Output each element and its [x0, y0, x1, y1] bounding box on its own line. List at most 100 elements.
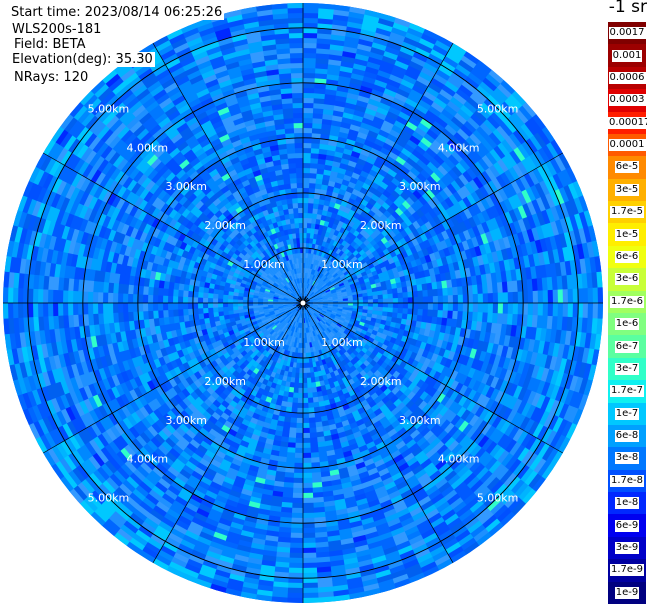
range-gate-cell [348, 280, 355, 286]
range-gate-cell [458, 84, 474, 98]
range-gate-cell [295, 432, 303, 439]
range-gate-cell [334, 274, 340, 280]
range-gate-cell [303, 227, 308, 234]
range-gate-cell [454, 269, 462, 280]
range-gate-cell [321, 230, 327, 237]
range-gate-cell [295, 437, 303, 444]
range-gate-cell [372, 83, 387, 94]
range-gate-cell [303, 137, 312, 144]
range-gate-cell [397, 297, 404, 304]
range-gate-cell [440, 239, 449, 250]
range-gate-cell [302, 392, 308, 399]
range-gate-cell [567, 182, 580, 200]
range-gate-cell [539, 238, 549, 253]
range-gate-cell [597, 287, 603, 304]
range-gate-cell [383, 275, 391, 282]
range-gate-cell [304, 292, 306, 299]
range-gate-cell [354, 104, 367, 113]
range-gate-cell [449, 235, 458, 246]
range-gate-cell [561, 275, 569, 290]
range-gate-cell [423, 132, 436, 144]
range-gate-cell [532, 113, 547, 131]
range-gate-cell [412, 220, 421, 230]
range-gate-cell [463, 207, 473, 220]
range-gate-cell [521, 158, 534, 174]
range-gate-cell [318, 224, 324, 231]
range-gate-cell [391, 189, 401, 200]
range-gate-cell [328, 201, 336, 208]
range-gate-cell [382, 189, 392, 199]
range-gate-cell [387, 238, 396, 246]
range-gate-cell [558, 152, 572, 170]
range-gate-cell [302, 357, 307, 364]
range-gate-cell [373, 201, 383, 210]
range-gate-cell [534, 182, 546, 198]
range-gate-cell [502, 292, 509, 304]
range-gate-cell [340, 275, 347, 281]
range-gate-cell [368, 168, 379, 178]
range-gate-cell [342, 295, 349, 299]
range-gate-cell [381, 201, 391, 211]
range-gate-cell [413, 107, 427, 119]
range-gate-cell [400, 106, 414, 118]
range-gate-cell [334, 284, 341, 289]
range-gate-cell [365, 134, 377, 144]
range-gate-cell [389, 278, 397, 285]
range-gate-cell [452, 286, 459, 296]
range-gate-cell [416, 172, 428, 184]
range-gate-cell [347, 292, 353, 297]
range-gate-cell [322, 295, 328, 298]
range-gate-cell [318, 266, 324, 273]
range-gate-cell [415, 277, 423, 286]
range-gate-cell [541, 126, 556, 143]
range-gate-cell [347, 303, 354, 306]
range-gate-cell [302, 377, 308, 384]
range-gate-cell [393, 119, 407, 130]
range-gate-cell [289, 547, 303, 554]
range-gate-cell [347, 87, 361, 96]
range-gate-cell [485, 151, 498, 166]
range-gate-cell [393, 271, 401, 279]
range-gate-cell [314, 275, 319, 282]
range-gate-cell [343, 262, 351, 269]
range-gate-cell [406, 27, 424, 39]
range-gate-cell [347, 267, 354, 274]
range-gate-cell [316, 173, 324, 180]
range-gate-cell [303, 157, 311, 164]
range-gate-cell [521, 279, 529, 292]
range-gate-cell [414, 243, 423, 253]
range-gate-cell [376, 22, 394, 33]
range-gate-cell [312, 107, 324, 115]
range-gate-cell [532, 167, 545, 184]
range-gate-cell [350, 72, 365, 81]
range-gate-cell [426, 175, 438, 187]
range-gate-cell [352, 275, 359, 281]
range-gate-cell [425, 275, 432, 284]
range-gate-cell [311, 295, 318, 299]
range-gate-cell [327, 298, 334, 301]
range-gate-cell [405, 196, 416, 207]
range-gate-cell [495, 271, 503, 284]
range-gate-cell [294, 452, 303, 459]
range-gate-cell [317, 22, 333, 30]
range-gate-cell [333, 246, 339, 253]
range-gate-cell [433, 73, 449, 86]
range-gate-cell [411, 84, 427, 96]
range-gate-cell [473, 161, 486, 175]
range-gate-cell [493, 239, 502, 252]
range-gate-cell [537, 147, 551, 164]
range-gate-cell [292, 392, 299, 399]
range-gate-cell [327, 180, 336, 188]
range-gate-cell [532, 303, 539, 316]
range-gate-cell [329, 269, 336, 275]
range-gate-cell [462, 285, 469, 295]
range-gate-cell [352, 300, 359, 304]
range-gate-cell [401, 200, 412, 210]
range-gate-cell [295, 442, 303, 449]
range-gate-cell [401, 286, 408, 293]
range-gate-cell [556, 171, 569, 188]
range-gate-cell [307, 288, 311, 295]
range-gate-cell [308, 242, 313, 249]
range-gate-cell [315, 183, 323, 190]
range-gate-cell [302, 467, 312, 474]
